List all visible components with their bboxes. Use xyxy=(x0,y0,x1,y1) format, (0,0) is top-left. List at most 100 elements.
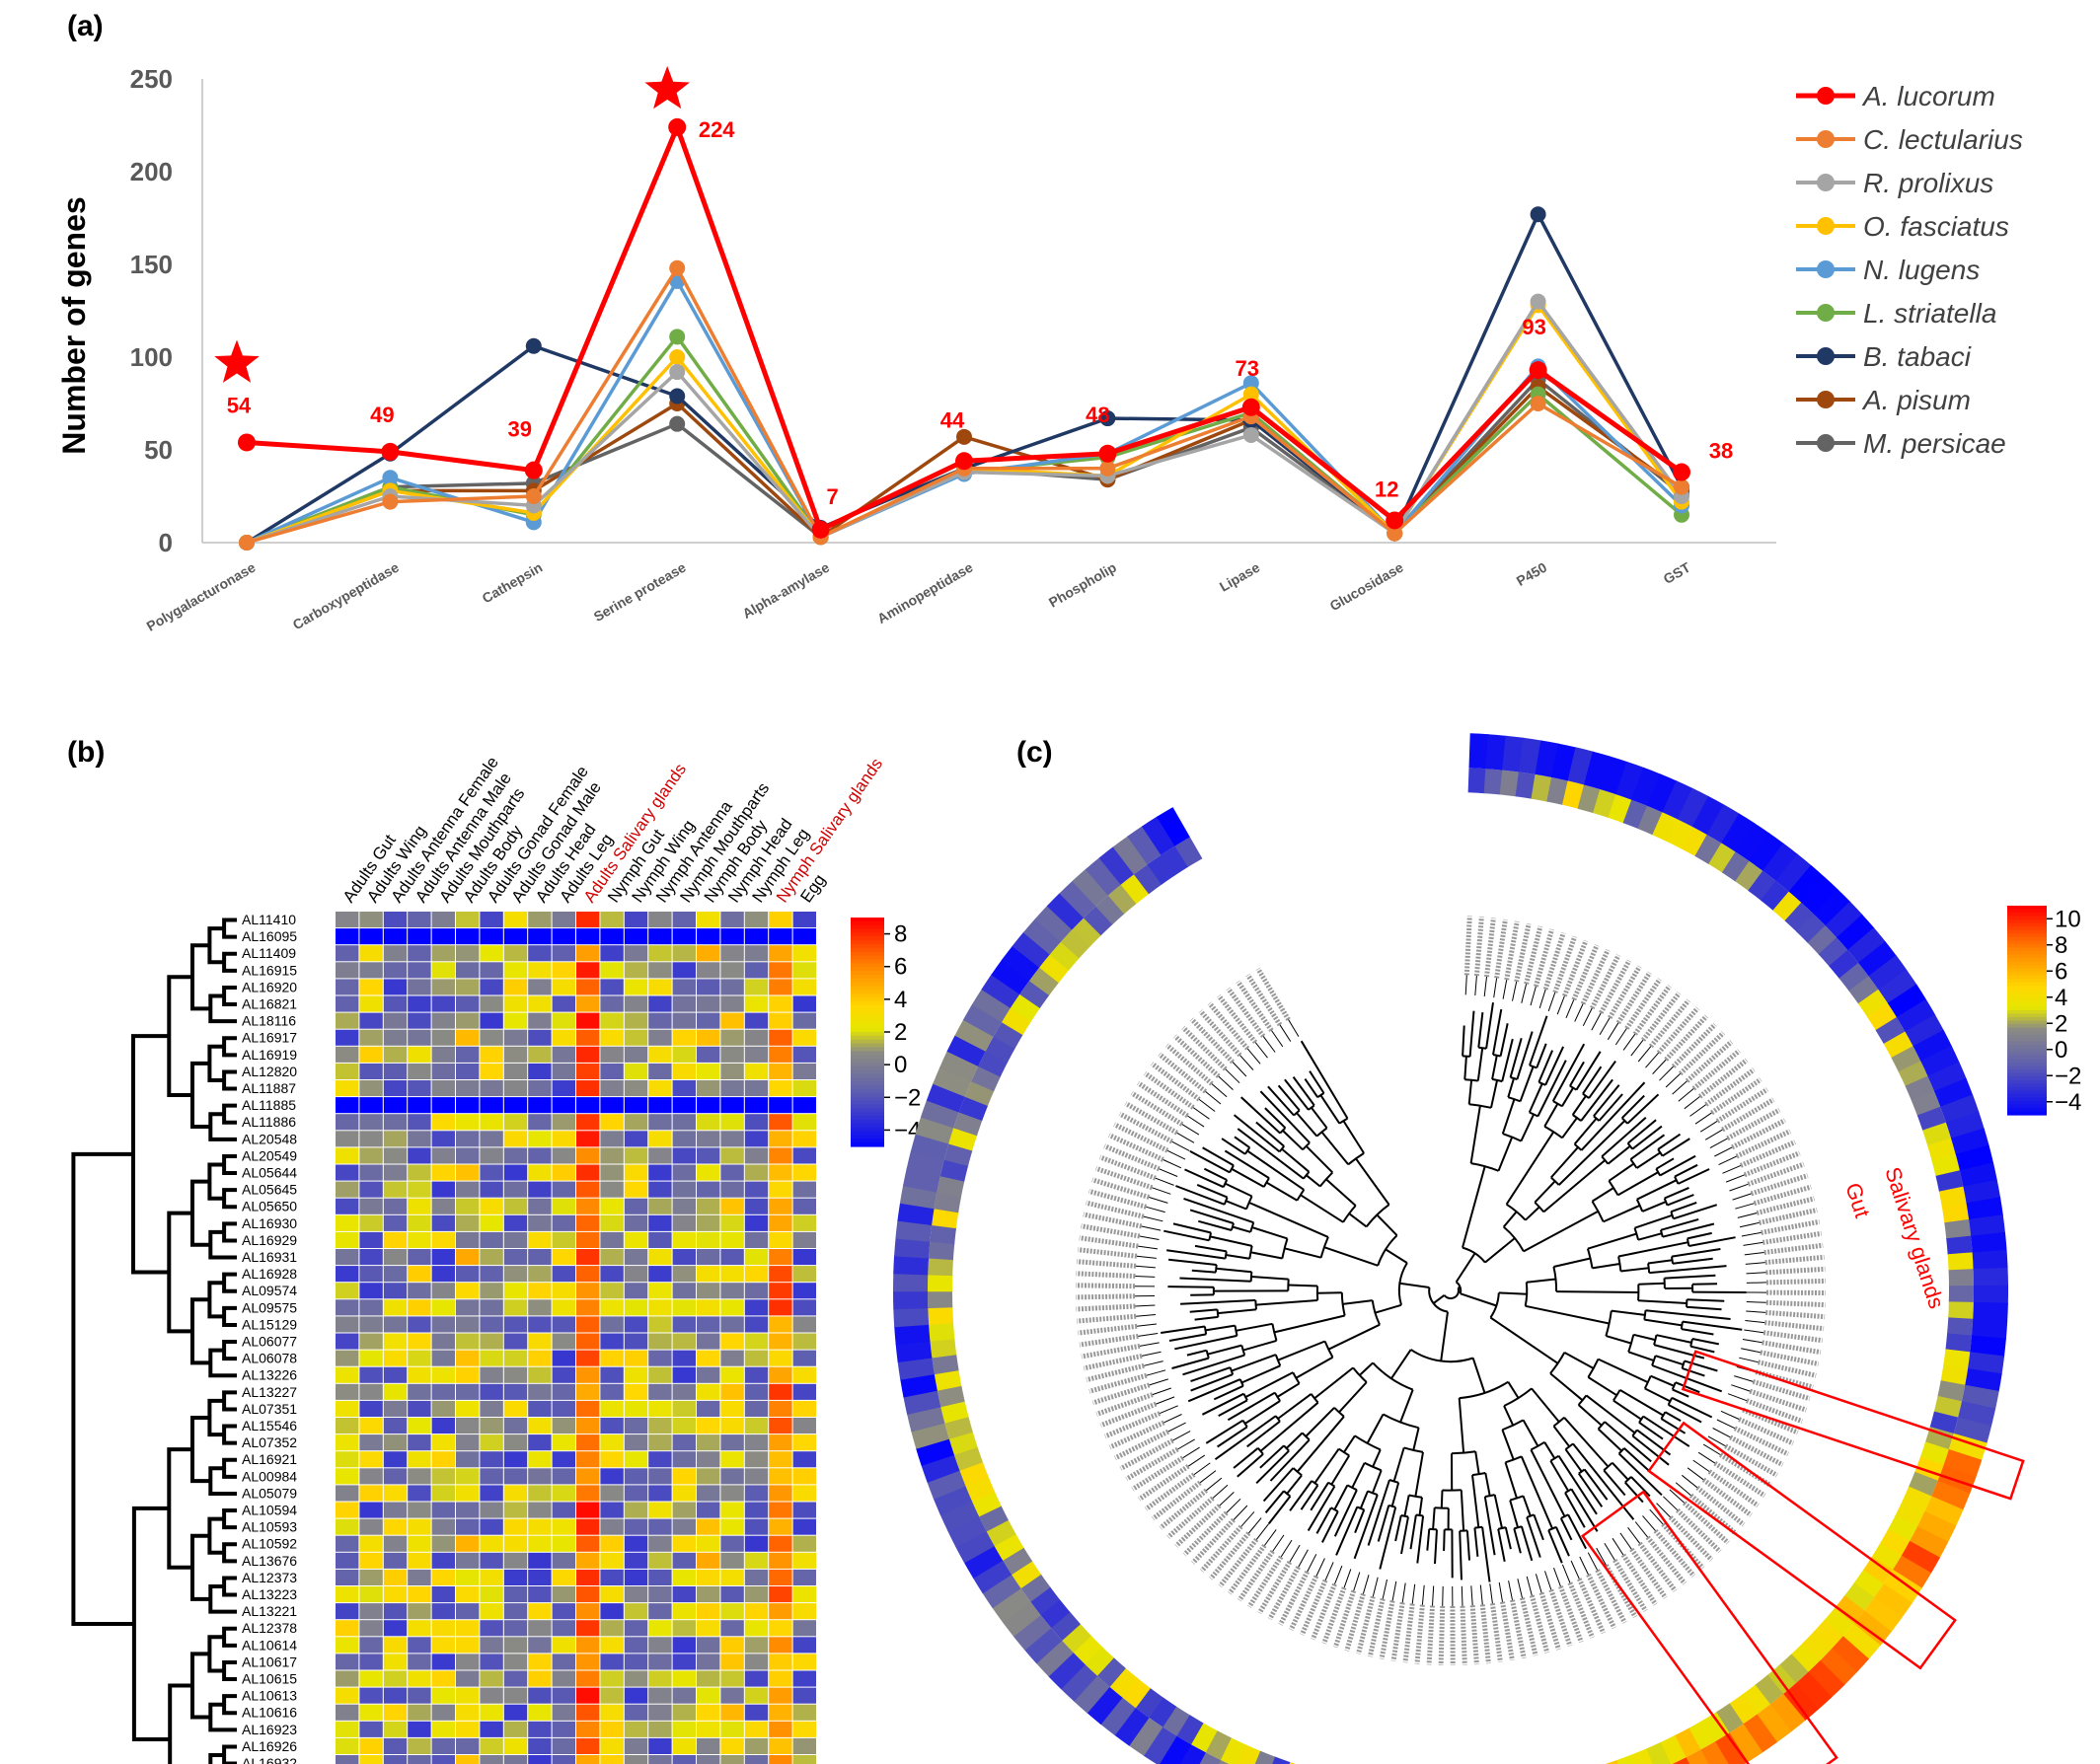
tree-branch xyxy=(1259,1444,1285,1469)
ring-cell xyxy=(1802,1631,1833,1661)
tree-leaf-label-mark xyxy=(1500,1601,1515,1661)
dendrogram-branch xyxy=(207,1281,225,1319)
heatmap-cell xyxy=(383,979,408,995)
colorbar-segment xyxy=(2007,1079,2047,1084)
heatmap-cell xyxy=(480,1383,503,1400)
heatmap-cell xyxy=(528,1097,552,1114)
colorbar-segment xyxy=(851,1028,884,1033)
ring-cell xyxy=(1012,931,1051,968)
ring-cell xyxy=(1531,773,1553,802)
tree-leaf-tick xyxy=(1675,1482,1691,1497)
heatmap-cell xyxy=(600,1518,624,1535)
tree-branch xyxy=(1187,1378,1241,1403)
x-tick-label: Glucosidase xyxy=(1327,559,1406,615)
tree-leaf-label-mark xyxy=(1267,1566,1301,1621)
tree-arc xyxy=(1249,1221,1255,1233)
heatmap-cell xyxy=(769,962,792,979)
tree-arc xyxy=(1552,1417,1565,1428)
colorbar-segment xyxy=(851,1123,884,1129)
tree-leaf-label-mark xyxy=(1191,1517,1236,1565)
data-point xyxy=(524,461,543,479)
heatmap-cell xyxy=(720,1063,744,1079)
heatmap-cell xyxy=(552,945,575,962)
heatmap-cell xyxy=(744,1434,769,1451)
heatmap-cell xyxy=(456,1299,480,1316)
heatmap-cell xyxy=(456,1131,480,1147)
legend-entry: M. persicae xyxy=(1796,428,2006,459)
heatmap-cell xyxy=(769,1283,792,1299)
heatmap-cell xyxy=(792,1400,816,1417)
heatmap-cell xyxy=(383,1721,408,1737)
legend-entry: N. lugens xyxy=(1796,255,1980,285)
heatmap-cell xyxy=(624,1434,648,1451)
tree-branch xyxy=(1250,1251,1283,1260)
tree-branch xyxy=(1531,1387,1560,1423)
heatmap-cell xyxy=(383,1147,408,1164)
colorbar-segment xyxy=(851,1039,884,1045)
heatmap-cell xyxy=(336,928,359,945)
heatmap-cell xyxy=(697,1586,720,1603)
tree-arc xyxy=(1443,1287,1461,1300)
tree-branch xyxy=(1385,1248,1408,1264)
heatmap-cell xyxy=(648,912,672,928)
heatmap-cell xyxy=(383,962,408,979)
tree-leaf-label-mark xyxy=(1612,1559,1648,1612)
ring-cell xyxy=(1927,1138,1956,1162)
tree-branch xyxy=(1432,1507,1436,1530)
tree-leaf-tick xyxy=(1684,1096,1700,1110)
colorbar-segment xyxy=(851,1112,884,1117)
tree-branch xyxy=(1650,1374,1675,1387)
heatmap-cell xyxy=(600,1063,624,1079)
ring-cell xyxy=(1862,1556,1894,1584)
heatmap-cell xyxy=(600,1721,624,1737)
heatmap-cell xyxy=(697,1366,720,1383)
tree-leaf-label-mark xyxy=(1761,1218,1821,1235)
ring-cell xyxy=(1908,1471,1938,1498)
heatmap-cell xyxy=(359,1704,383,1721)
heatmap-cell xyxy=(600,1704,624,1721)
colorbar-tick-label: 6 xyxy=(894,954,907,981)
tree-leaf-label-mark xyxy=(1707,1469,1760,1508)
ring-cell xyxy=(1971,1231,2007,1254)
data-point xyxy=(669,388,686,404)
heatmap-cell xyxy=(792,1366,816,1383)
tree-leaf-tick xyxy=(1141,1351,1162,1357)
tree-leaf-tick xyxy=(1138,1245,1159,1250)
tree-arc xyxy=(1510,1076,1518,1080)
heatmap-cell xyxy=(672,1131,696,1147)
heatmap-cell xyxy=(359,1181,383,1198)
tree-branch xyxy=(1296,1112,1318,1138)
heatmap-cell xyxy=(720,1097,744,1114)
colorbar-segment xyxy=(2007,1066,2047,1070)
x-tick-label: Phospholip xyxy=(1046,559,1119,611)
heatmap-cell xyxy=(792,1198,816,1214)
tree-branch xyxy=(1561,1087,1574,1107)
colorbar-segment xyxy=(2007,1024,2047,1029)
x-tick-label: Cathepsin xyxy=(480,559,546,607)
heatmap-cell xyxy=(359,1198,383,1214)
heatmap-cell xyxy=(720,1721,744,1737)
ring-cell xyxy=(1963,1179,2001,1205)
heatmap-cell xyxy=(359,1214,383,1231)
tree-branch xyxy=(1509,1038,1523,1078)
heatmap-cell xyxy=(456,1451,480,1468)
dendrogram-branch xyxy=(207,926,225,965)
tree-leaf-label-mark xyxy=(1218,1537,1259,1588)
tree-branch xyxy=(1372,1448,1382,1468)
row-label: AL06077 xyxy=(242,1334,297,1350)
heatmap-cell xyxy=(456,1569,480,1585)
tree-leaf-label-mark xyxy=(1733,1426,1789,1457)
tree-leaf-label-mark xyxy=(1542,931,1566,991)
tree-branch xyxy=(1528,1082,1543,1113)
tree-arc xyxy=(1327,1481,1335,1488)
heatmap-cell xyxy=(408,1603,431,1620)
heatmap-cell xyxy=(503,1418,528,1434)
colorbar-segment xyxy=(851,1100,884,1106)
heatmap-cell xyxy=(383,1704,408,1721)
heatmap-cell xyxy=(552,1366,575,1383)
heatmap-cell xyxy=(431,1755,455,1764)
heatmap-cell xyxy=(697,1400,720,1417)
heatmap-cell xyxy=(359,979,383,995)
heatmap-cell xyxy=(383,1451,408,1468)
